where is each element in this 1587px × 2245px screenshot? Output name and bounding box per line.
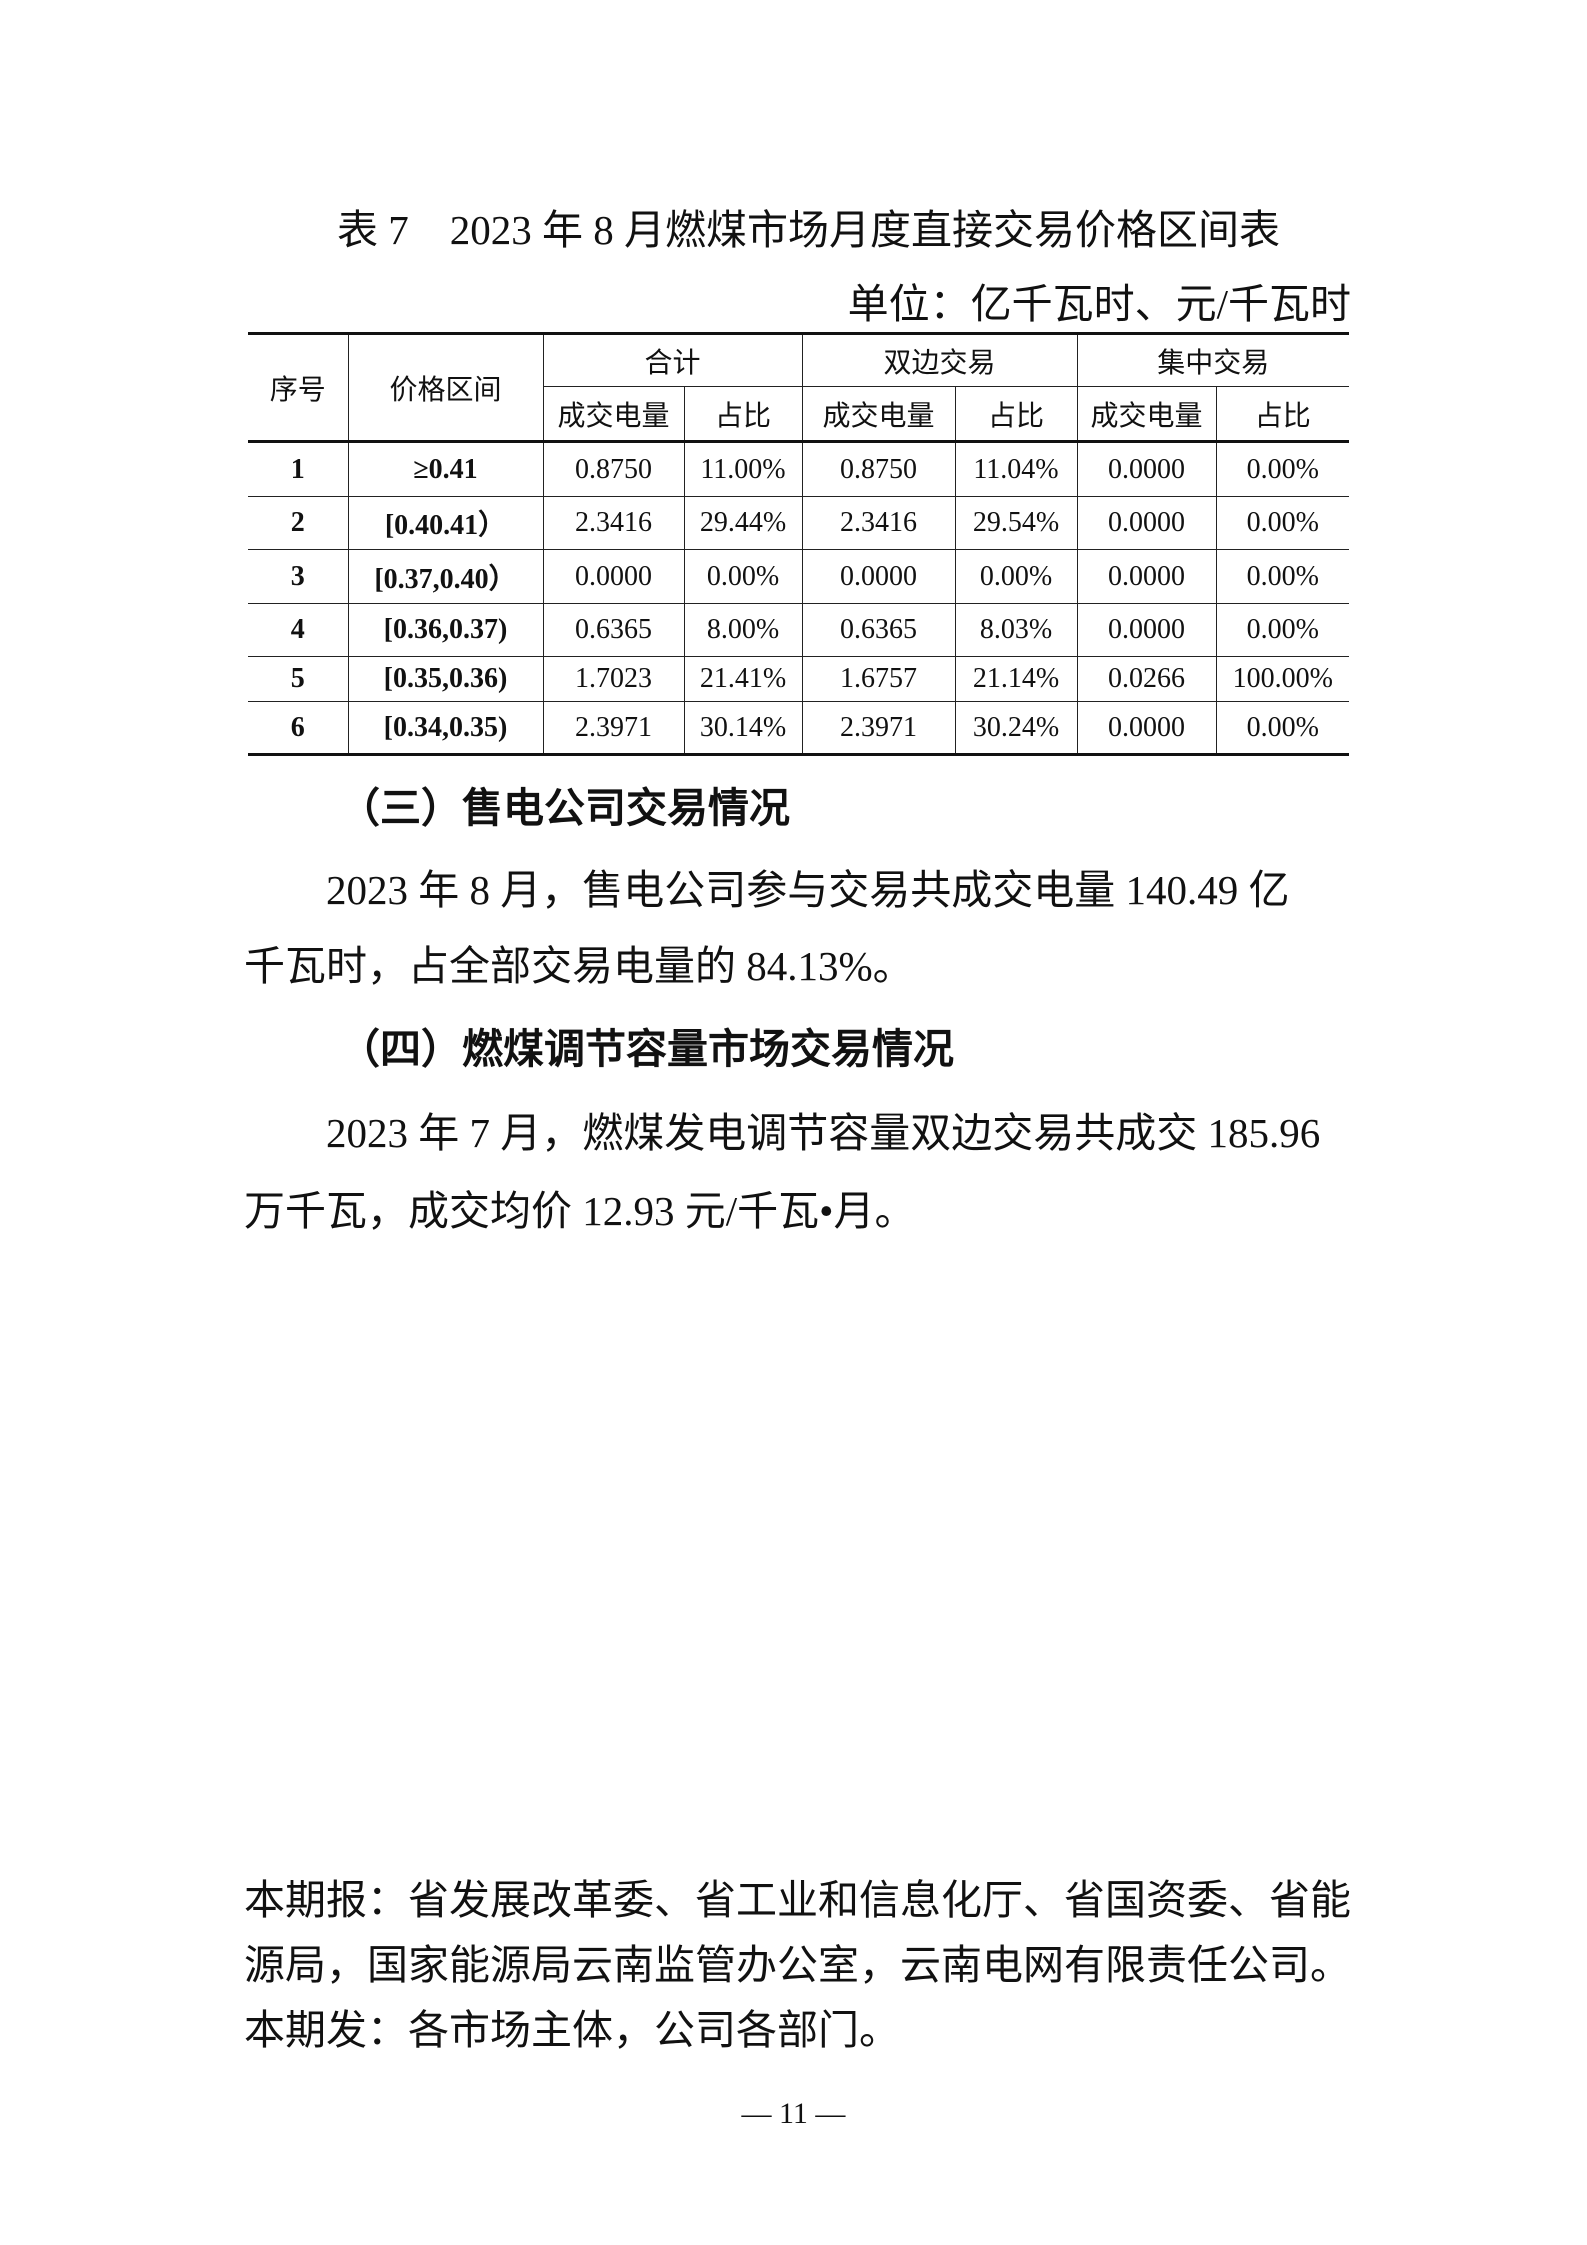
row-cell: 30.24% <box>954 701 1078 756</box>
row-cell: 2.3416 <box>801 496 956 550</box>
row-seq: 3 <box>248 549 349 604</box>
row-cell: 0.6365 <box>542 603 685 657</box>
row-cell: 0.0000 <box>542 549 685 604</box>
table-row: 4 [0.36,0.37) 0.6365 8.00% 0.6365 8.03% 0.0000… <box>248 603 1349 657</box>
table-unit: 单位：亿千瓦时、元/千瓦时 <box>847 281 1351 327</box>
price-range-table: 序号 价格区间 合计 双边交易 集中交易 成交电量 占比 成交电量 占比 成交电… <box>248 332 1349 756</box>
section3-line2: 千瓦时，占全部交易电量的 84.13%。 <box>244 943 914 989</box>
row-cell: 0.6365 <box>801 603 956 657</box>
section4-heading: （四）燃煤调节容量市场交易情况 <box>339 1026 954 1072</box>
row-seq: 4 <box>248 603 349 657</box>
row-cell: 0.00% <box>1215 701 1349 756</box>
row-cell: 8.03% <box>954 603 1078 657</box>
row-range: [0.35,0.36) <box>347 656 544 702</box>
row-cell: 8.00% <box>683 603 803 657</box>
row-cell: 0.00% <box>1215 549 1349 604</box>
table-row: 6 [0.34,0.35) 2.3971 30.14% 2.3971 30.24% 0.00… <box>248 701 1349 756</box>
row-seq: 6 <box>248 701 349 756</box>
row-range: ≥0.41 <box>347 440 544 497</box>
row-range: [0.34,0.35) <box>347 701 544 756</box>
footer-line2: 源局，国家能源局云南监管办公室，云南电网有限责任公司。 <box>244 1942 1351 1988</box>
row-cell: 0.00% <box>1215 603 1349 657</box>
row-cell: 11.04% <box>954 440 1078 497</box>
row-cell: 11.00% <box>683 440 803 497</box>
section4-line2: 万千瓦，成交均价 12.93 元/千瓦•月。 <box>244 1188 916 1234</box>
row-cell: 0.0000 <box>1076 549 1217 604</box>
table-row: 1 ≥0.41 0.8750 11.00% 0.8750 11.04% 0.0000 0.00… <box>248 440 1349 497</box>
row-cell: 0.00% <box>1215 496 1349 550</box>
footer-line1: 本期报：省发展改革委、省工业和信息化厅、省国资委、省能 <box>244 1877 1351 1923</box>
row-cell: 21.41% <box>683 656 803 702</box>
row-cell: 0.0000 <box>1076 603 1217 657</box>
table-row: 2 [0.40.41） 2.3416 29.44% 2.3416 29.54% 0.0000… <box>248 496 1349 550</box>
header-volume: 成交电量 <box>1076 386 1217 443</box>
header-volume: 成交电量 <box>543 386 685 443</box>
row-cell: 1.6757 <box>801 656 956 702</box>
header-total: 合计 <box>542 332 803 387</box>
row-cell: 0.0000 <box>1076 496 1217 550</box>
page-number: — 11 — <box>741 2097 846 2130</box>
row-cell: 0.0000 <box>1076 701 1217 756</box>
row-cell: 0.00% <box>683 549 803 604</box>
header-seq: 序号 <box>248 332 349 442</box>
row-cell: 0.00% <box>1215 440 1349 497</box>
row-cell: 100.00% <box>1215 656 1349 702</box>
row-cell: 30.14% <box>683 701 803 756</box>
header-share: 占比 <box>1215 386 1349 443</box>
table-title: 表 7 2023 年 8 月燃煤市场月度直接交易价格区间表 <box>337 207 1280 253</box>
row-seq: 1 <box>248 440 349 497</box>
row-range: [0.36,0.37) <box>347 603 544 657</box>
row-cell: 0.00% <box>954 549 1078 604</box>
header-share: 占比 <box>683 386 803 443</box>
row-range: [0.40.41） <box>347 496 544 550</box>
section3-heading: （三）售电公司交易情况 <box>339 785 790 831</box>
section3-line1: 2023 年 8 月，售电公司参与交易共成交电量 140.49 亿 <box>326 867 1290 913</box>
header-range: 价格区间 <box>347 332 544 442</box>
row-cell: 0.0266 <box>1076 656 1217 702</box>
header-volume: 成交电量 <box>801 386 956 443</box>
row-cell: 2.3971 <box>801 701 956 756</box>
row-cell: 0.8750 <box>801 440 956 497</box>
row-cell: 1.7023 <box>542 656 685 702</box>
row-seq: 2 <box>248 496 349 550</box>
row-cell: 29.54% <box>954 496 1078 550</box>
row-seq: 5 <box>248 656 349 702</box>
row-cell: 2.3971 <box>542 701 685 756</box>
row-cell: 0.0000 <box>1076 440 1217 497</box>
header-centralized: 集中交易 <box>1076 332 1349 387</box>
row-cell: 29.44% <box>683 496 803 550</box>
header-share: 占比 <box>954 386 1078 443</box>
row-range: [0.37,0.40） <box>347 549 544 604</box>
section4-line1: 2023 年 7 月，燃煤发电调节容量双边交易共成交 185.96 <box>326 1110 1321 1156</box>
row-cell: 0.0000 <box>801 549 956 604</box>
table-row: 3 [0.37,0.40） 0.0000 0.00% 0.0000 0.00% 0.0000… <box>248 549 1349 604</box>
footer-line3: 本期发：各市场主体，公司各部门。 <box>244 2007 900 2053</box>
header-bilateral: 双边交易 <box>801 332 1078 387</box>
row-cell: 2.3416 <box>542 496 685 550</box>
row-cell: 0.8750 <box>542 440 685 497</box>
row-cell: 21.14% <box>954 656 1078 702</box>
table-row: 5 [0.35,0.36) 1.7023 21.41% 1.6757 21.14% 0.02… <box>248 656 1349 702</box>
